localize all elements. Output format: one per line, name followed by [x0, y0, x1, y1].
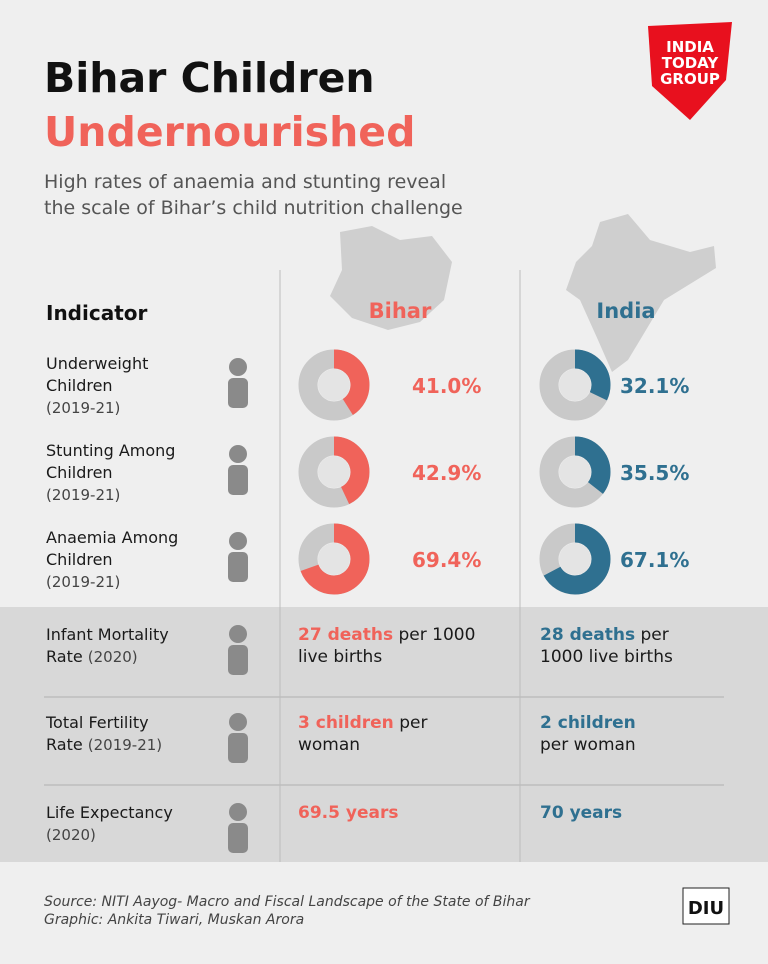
cell-text: per woman [540, 735, 636, 755]
bihar-map [330, 226, 452, 330]
value-label: 67.1% [620, 548, 689, 572]
highlight: 2 children [540, 713, 636, 733]
india-map [566, 214, 716, 372]
period: (2020) [46, 826, 96, 844]
highlight: 28 deaths [540, 625, 635, 645]
cell-text: woman [298, 735, 360, 755]
donut-arc [298, 349, 370, 421]
highlight: 27 deaths [298, 625, 393, 645]
icon [229, 445, 247, 463]
indicator: Rate (2019-21) [46, 735, 162, 754]
period: (2019-21) [46, 399, 120, 417]
badge [682, 887, 730, 925]
text: 1000 live births [540, 647, 673, 667]
cell-text: 70 years [540, 803, 622, 823]
text: per [399, 713, 427, 733]
cell-text: 3 children per [298, 713, 427, 733]
source: Source: NITI Aayog- Macro and Fiscal Lan… [44, 894, 531, 910]
indicator: Underweight [46, 354, 148, 373]
period: (2019-21) [46, 486, 120, 504]
indicator: Infant Mortality [46, 625, 169, 644]
indicator-text: Life Expectancy [46, 803, 173, 822]
period: (2019-21) [46, 573, 120, 591]
indicator: Life Expectancy [46, 803, 173, 822]
period: (2020) [88, 648, 138, 666]
subtitle: the scale of Bihar’s child nutrition cha… [44, 197, 463, 219]
text: per [641, 625, 669, 645]
period: (2019-21) [88, 736, 162, 754]
icon [229, 713, 247, 731]
donut-hole [559, 543, 591, 575]
donut-hole [559, 369, 591, 401]
indicator: Children [46, 550, 113, 569]
cell-text: 27 deaths per 1000 [298, 625, 475, 645]
column-header: Indicator [46, 301, 148, 325]
cell-text: 2 children [540, 713, 636, 733]
column-header: India [596, 299, 655, 323]
text: per woman [540, 735, 636, 755]
icon [229, 532, 247, 550]
value-label: 69.4% [412, 548, 481, 572]
value-label: 42.9% [412, 461, 481, 485]
cell-text: 69.5 years [298, 803, 398, 823]
indicator: Anaemia Among [46, 528, 178, 547]
donut-arc [539, 436, 611, 508]
indicator: Children [46, 463, 113, 482]
logo [648, 22, 732, 120]
logo-text: GROUP [660, 70, 720, 88]
cell-text: live births [298, 647, 382, 667]
indicator-text: Rate [46, 735, 83, 754]
donut-arc [539, 349, 611, 421]
icon [228, 378, 248, 408]
icon [228, 552, 248, 582]
credit: Graphic: Ankita Tiwari, Muskan Arora [44, 912, 304, 928]
indicator-text: Rate [46, 647, 83, 666]
donut-hole [559, 456, 591, 488]
indicator: Rate (2020) [46, 647, 138, 666]
title: Bihar Children [44, 54, 375, 102]
donut-arc [298, 436, 370, 508]
icon [229, 358, 247, 376]
text: per 1000 [399, 625, 476, 645]
icon [228, 823, 248, 853]
column-header: Bihar [369, 299, 432, 323]
icon [229, 803, 247, 821]
logo-text: INDIA [666, 38, 714, 56]
value-label: 35.5% [620, 461, 689, 485]
cell-text: 1000 live births [540, 647, 673, 667]
value-label: 32.1% [620, 374, 689, 398]
indicator: Stunting Among [46, 441, 175, 460]
cell-text: 28 deaths per [540, 625, 669, 645]
text: live births [298, 647, 382, 667]
indicator-text: Infant Mortality [46, 625, 169, 644]
donut-hole [318, 369, 350, 401]
icon [228, 465, 248, 495]
text: woman [298, 735, 360, 755]
logo-text: TODAY [662, 54, 720, 72]
highlight: 69.5 years [298, 803, 398, 823]
indicator: Total Fertility [45, 713, 149, 732]
shaded-band [0, 607, 768, 862]
donut-hole [318, 543, 350, 575]
donut-hole [318, 456, 350, 488]
icon [229, 625, 247, 643]
indicator-text: Total Fertility [45, 713, 149, 732]
indicator: Children [46, 376, 113, 395]
donut-arc [539, 523, 611, 595]
title: Undernourished [44, 108, 415, 156]
rows: Underweight Children (2019-21) 41.0% 32.1% St… [45, 349, 689, 853]
badge-text: DIU [688, 898, 724, 919]
highlight: 70 years [540, 803, 622, 823]
icon [228, 645, 248, 675]
donut-arc [298, 523, 370, 595]
subtitle: High rates of anaemia and stunting revea… [44, 171, 446, 193]
value-label: 41.0% [412, 374, 481, 398]
highlight: 3 children [298, 713, 394, 733]
icon [228, 733, 248, 763]
